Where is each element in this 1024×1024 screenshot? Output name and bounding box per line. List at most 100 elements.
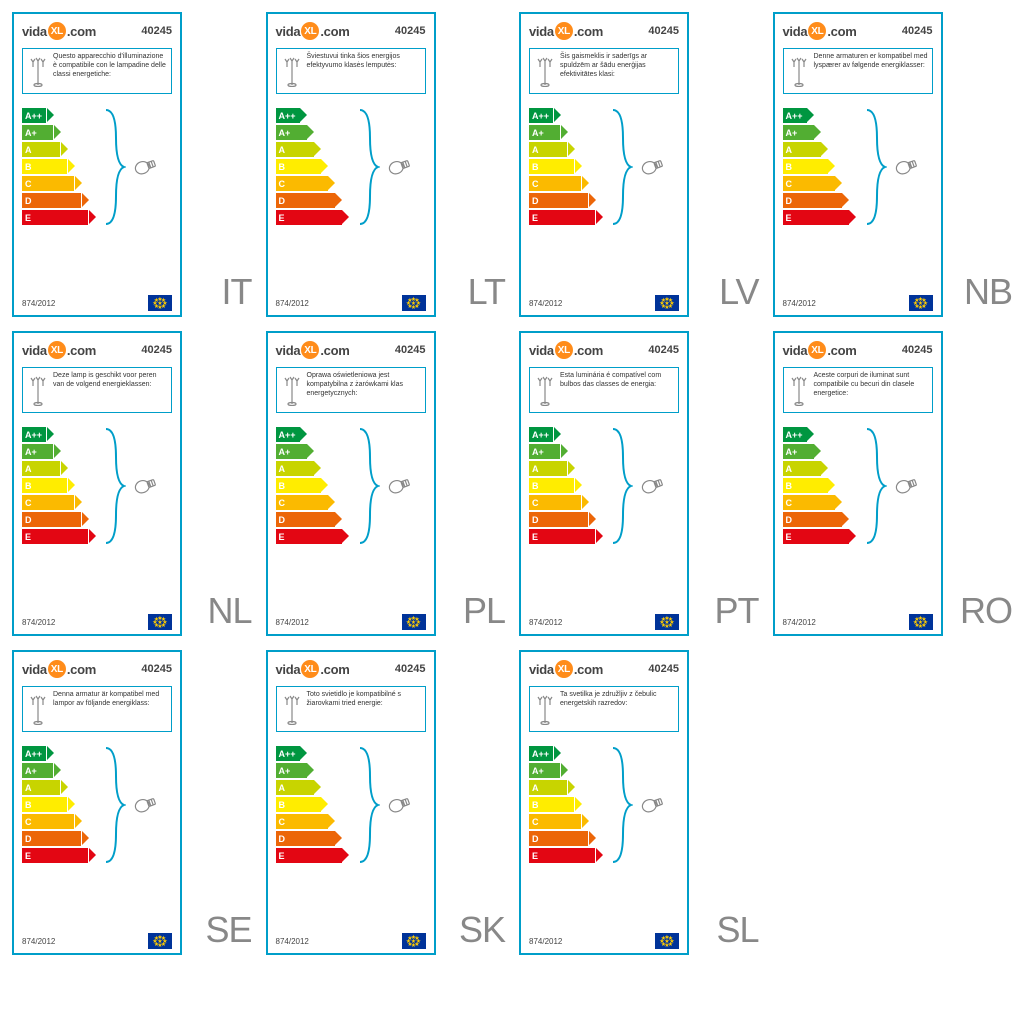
energy-arrow-row: A++ <box>783 108 933 123</box>
brand-prefix: vida <box>276 24 301 39</box>
energy-chart: A++ A+ A B <box>521 740 687 880</box>
bulb-icon <box>132 794 162 819</box>
bracket-icon <box>358 108 380 226</box>
energy-arrow-row: A++ <box>529 427 679 442</box>
description-box: Toto svietidlo je kompatibilné s žiarovk… <box>276 686 426 732</box>
energy-label-card: vida XL .com 40245 Aceste corpuri de ilu… <box>773 331 943 636</box>
energy-arrow-row: A <box>276 461 426 476</box>
energy-arrow-row: A++ <box>529 108 679 123</box>
brand-xl-badge: XL <box>48 341 66 359</box>
energy-label-card: vida XL .com 40245 Esta luminária é comp… <box>519 331 689 636</box>
energy-arrow-row: A <box>529 461 679 476</box>
energy-arrow-row: E <box>22 529 172 544</box>
energy-arrow-row: A+ <box>276 763 426 778</box>
brand-prefix: vida <box>529 24 554 39</box>
energy-arrow-row: D <box>783 193 933 208</box>
regulation-text: 874/2012 <box>529 299 562 308</box>
brand-logo: vida XL .com <box>276 341 350 359</box>
description-text: Questo apparecchio d'illuminazione è com… <box>53 53 167 79</box>
bracket-icon <box>104 746 126 864</box>
brand-suffix: .com <box>320 24 349 39</box>
product-number: 40245 <box>395 25 426 37</box>
bracket-icon <box>611 746 633 864</box>
card-footer: 874/2012 <box>529 295 679 311</box>
brand-xl-badge: XL <box>808 341 826 359</box>
brand-logo: vida XL .com <box>783 341 857 359</box>
description-text: Oprawa oświetleniowa jest kompatybilna z… <box>307 372 421 398</box>
card-header: vida XL .com 40245 <box>14 14 180 46</box>
description-text: Esta luminária é compatível com bulbos d… <box>560 372 674 390</box>
regulation-text: 874/2012 <box>276 618 309 627</box>
energy-chart: A++ A+ A B <box>268 421 434 561</box>
energy-label-card: vida XL .com 40245 Questo apparecchio d'… <box>12 12 182 317</box>
card-footer: 874/2012 <box>276 933 426 949</box>
energy-label-card: vida XL .com 40245 Deze lamp is geschikt… <box>12 331 182 636</box>
card-header: vida XL .com 40245 <box>775 333 941 365</box>
brand-prefix: vida <box>783 343 808 358</box>
country-code: NL <box>207 590 251 632</box>
regulation-text: 874/2012 <box>276 299 309 308</box>
lamp-post-icon <box>281 53 303 87</box>
energy-chart: A++ A+ A B <box>14 102 180 242</box>
description-text: Deze lamp is geschikt voor peren van de … <box>53 372 167 390</box>
country-code: LT <box>468 271 505 313</box>
lamp-post-icon <box>534 691 556 725</box>
bracket-icon <box>358 427 380 545</box>
energy-chart: A++ A+ A B <box>775 421 941 561</box>
regulation-text: 874/2012 <box>22 618 55 627</box>
brand-xl-badge: XL <box>555 341 573 359</box>
energy-arrow-row: A++ <box>783 427 933 442</box>
regulation-text: 874/2012 <box>529 618 562 627</box>
product-number: 40245 <box>395 663 426 675</box>
label-cell-LT: vida XL .com 40245 Šviestuvui tinka šios… <box>266 12 506 317</box>
energy-arrow-row: A++ <box>22 427 172 442</box>
description-text: Šviestuvui tinka šios energijos efektyvu… <box>307 53 421 71</box>
description-box: Šis gaismeklis ir saderīgs ar spuldzēm a… <box>529 48 679 94</box>
energy-arrow-row: E <box>276 848 426 863</box>
description-text: Šis gaismeklis ir saderīgs ar spuldzēm a… <box>560 53 674 79</box>
brand-logo: vida XL .com <box>783 22 857 40</box>
bracket-icon <box>611 427 633 545</box>
country-code: LV <box>719 271 758 313</box>
description-box: Esta luminária é compatível com bulbos d… <box>529 367 679 413</box>
brand-prefix: vida <box>276 662 301 677</box>
brand-logo: vida XL .com <box>529 660 603 678</box>
bulb-icon <box>386 475 416 500</box>
brand-suffix: .com <box>67 24 96 39</box>
description-box: Oprawa oświetleniowa jest kompatybilna z… <box>276 367 426 413</box>
brand-logo: vida XL .com <box>22 341 96 359</box>
label-cell-LV: vida XL .com 40245 Šis gaismeklis ir sad… <box>519 12 759 317</box>
brand-xl-badge: XL <box>555 22 573 40</box>
brand-suffix: .com <box>574 343 603 358</box>
bulb-icon <box>132 156 162 181</box>
eu-flag-icon <box>909 295 933 311</box>
brand-suffix: .com <box>827 343 856 358</box>
eu-flag-icon <box>655 295 679 311</box>
brand-xl-badge: XL <box>555 660 573 678</box>
brand-suffix: .com <box>574 662 603 677</box>
regulation-text: 874/2012 <box>276 937 309 946</box>
brand-suffix: .com <box>67 343 96 358</box>
description-box: Aceste corpuri de iluminat sunt compatib… <box>783 367 933 413</box>
energy-arrow-row: A+ <box>529 444 679 459</box>
brand-logo: vida XL .com <box>276 660 350 678</box>
card-header: vida XL .com 40245 <box>268 333 434 365</box>
regulation-text: 874/2012 <box>783 618 816 627</box>
card-header: vida XL .com 40245 <box>268 14 434 46</box>
energy-arrow-row: A <box>22 461 172 476</box>
energy-arrow-row: D <box>276 512 426 527</box>
energy-arrow-row: A+ <box>783 444 933 459</box>
label-cell-NB: vida XL .com 40245 Denne armaturen er ko… <box>773 12 1013 317</box>
brand-xl-badge: XL <box>301 341 319 359</box>
energy-arrow-row: A <box>276 142 426 157</box>
bulb-icon <box>639 475 669 500</box>
bracket-icon <box>104 427 126 545</box>
brand-prefix: vida <box>529 343 554 358</box>
lamp-post-icon <box>27 372 49 406</box>
energy-arrow-row: A++ <box>276 746 426 761</box>
energy-arrow-row: A+ <box>22 125 172 140</box>
energy-chart: A++ A+ A B <box>14 421 180 561</box>
product-number: 40245 <box>648 344 679 356</box>
energy-arrow-row: A++ <box>276 108 426 123</box>
lamp-post-icon <box>534 372 556 406</box>
